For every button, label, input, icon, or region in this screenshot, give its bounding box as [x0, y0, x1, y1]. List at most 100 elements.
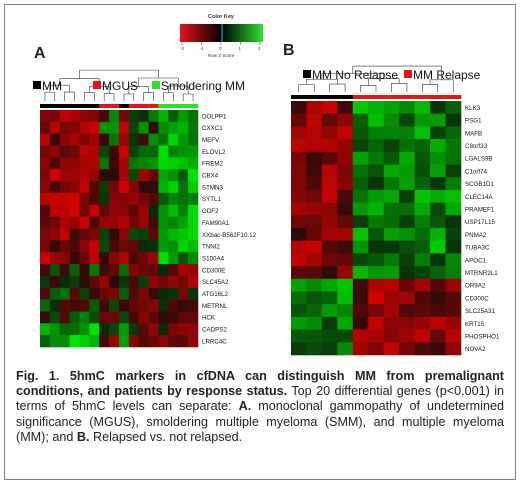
heatmap-cell	[368, 113, 385, 127]
heatmap-cell	[168, 157, 179, 170]
heatmap-cell	[414, 291, 431, 305]
heatmap-cell	[109, 299, 120, 312]
heatmap-cell	[430, 215, 446, 229]
dendrogram-branch	[298, 84, 315, 92]
heatmap-cell	[306, 215, 323, 229]
heatmap-cell	[399, 253, 415, 267]
heatmap-cell	[445, 316, 462, 330]
heatmap-cell	[109, 228, 120, 241]
heatmap-cell	[168, 264, 179, 277]
heatmap-cell	[414, 189, 431, 203]
heatmap-cell	[148, 287, 159, 300]
group-color-cell	[79, 104, 90, 108]
heatmap-cell	[128, 181, 140, 194]
heatmap-cell	[158, 157, 169, 170]
heatmap-cell	[383, 240, 400, 254]
heatmap-cell	[138, 145, 149, 158]
heatmap-cell	[291, 228, 307, 241]
heatmap-cell	[430, 101, 446, 114]
heatmap-cell	[138, 204, 149, 217]
heatmap-cell	[99, 335, 110, 348]
heatmap-cell	[368, 342, 385, 356]
heatmap-cell	[321, 240, 338, 254]
legend-label-mgus: MGUS	[102, 79, 138, 93]
heatmap-cell	[49, 323, 61, 336]
heatmap-cell	[138, 299, 149, 312]
panel-a-heatmap	[40, 110, 199, 348]
heatmap-cell	[59, 252, 70, 265]
group-color-cell	[399, 95, 415, 99]
heatmap-cell	[69, 133, 80, 146]
heatmap-cell	[99, 323, 110, 336]
heatmap-cell	[99, 252, 110, 265]
heatmap-cell	[69, 228, 80, 241]
gene-label: GDF2	[202, 208, 219, 215]
heatmap-cell	[40, 323, 51, 336]
heatmap-cell	[321, 202, 338, 216]
gene-label: CADPS2	[202, 327, 227, 334]
heatmap-cell	[79, 204, 90, 217]
heatmap-cell	[368, 101, 385, 114]
heatmap-cell	[40, 181, 51, 194]
heatmap-cell	[399, 126, 415, 140]
heatmap-cell	[337, 189, 354, 203]
color-key-tick-label: 0	[219, 46, 222, 51]
heatmap-cell	[148, 204, 159, 217]
gene-label: ELOVL2	[202, 149, 226, 156]
heatmap-cell	[138, 311, 149, 324]
heatmap-cell	[383, 228, 400, 241]
heatmap-cell	[99, 204, 110, 217]
heatmap-cell	[445, 177, 462, 191]
caption-panel-a-ref: A.	[238, 399, 252, 414]
heatmap-cell	[414, 215, 431, 229]
heatmap-cell	[89, 264, 100, 277]
heatmap-cell	[168, 311, 179, 324]
heatmap-cell	[109, 311, 120, 324]
heatmap-cell	[337, 316, 354, 330]
heatmap-cell	[291, 215, 307, 229]
heatmap-cell	[291, 164, 307, 178]
heatmap-cell	[337, 240, 354, 254]
heatmap-cell	[128, 133, 140, 146]
heatmap-cell	[414, 278, 431, 292]
heatmap-cell	[59, 192, 70, 206]
heatmap-cell	[383, 151, 400, 165]
heatmap-cell	[178, 240, 189, 253]
heatmap-cell	[414, 126, 431, 140]
heatmap-cell	[445, 113, 462, 127]
heatmap-cell	[40, 275, 51, 289]
heatmap-cell	[89, 192, 100, 206]
heatmap-cell	[188, 169, 199, 182]
heatmap-cell	[79, 299, 90, 312]
group-color-cell	[291, 95, 307, 99]
dendrogram-branch	[128, 86, 149, 94]
heatmap-cell	[383, 126, 400, 140]
heatmap-cell	[368, 177, 385, 191]
heatmap-cell	[158, 169, 169, 182]
heatmap-cell	[119, 133, 130, 146]
heatmap-cell	[414, 342, 431, 356]
heatmap-cell	[99, 121, 110, 134]
heatmap-cell	[306, 164, 323, 178]
heatmap-cell	[49, 299, 61, 312]
heatmap-cell	[119, 192, 130, 206]
heatmap-cell	[414, 253, 431, 267]
heatmap-cell	[383, 189, 400, 203]
panel-b-group-color-bar	[291, 95, 462, 99]
heatmap-cell	[119, 311, 130, 324]
heatmap-cell	[399, 278, 415, 292]
heatmap-cell	[138, 121, 149, 134]
heatmap-cell	[291, 126, 307, 140]
heatmap-cell	[321, 101, 338, 114]
heatmap-cell	[352, 151, 369, 165]
heatmap-cell	[128, 145, 140, 158]
heatmap-cell	[321, 278, 338, 292]
heatmap-cell	[148, 133, 159, 146]
heatmap-cell	[40, 264, 51, 277]
dendrogram-branch	[123, 93, 135, 101]
heatmap-cell	[158, 216, 169, 229]
heatmap-cell	[291, 113, 307, 127]
panel-b-label: B	[283, 42, 295, 59]
heatmap-cell	[445, 164, 462, 178]
group-color-cell	[168, 104, 179, 108]
